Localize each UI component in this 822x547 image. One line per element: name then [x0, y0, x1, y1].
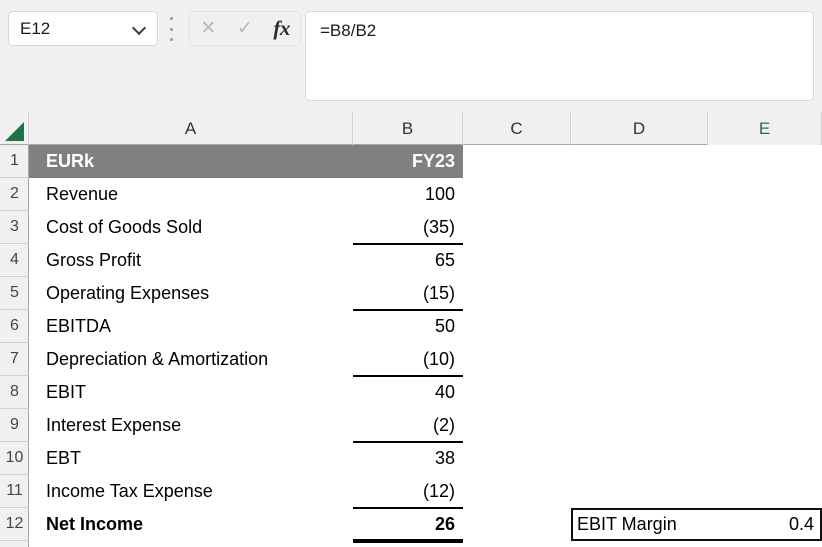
row-header-5[interactable]: 5: [0, 277, 29, 310]
cell-b7[interactable]: (10): [422, 349, 455, 369]
chevron-down-icon[interactable]: [133, 22, 146, 35]
row-header-column: 1 2 3 4 5 6 7 8 9 10 11 12: [0, 145, 29, 547]
cell-b2[interactable]: 100: [424, 184, 455, 204]
cell-a8[interactable]: EBIT: [46, 382, 87, 402]
row-header-6[interactable]: 6: [0, 310, 29, 343]
row-header-8[interactable]: 8: [0, 376, 29, 409]
subtotal-rule-row-12: [353, 539, 463, 543]
cell-a10[interactable]: EBT: [46, 448, 82, 468]
column-header-d[interactable]: D: [571, 112, 708, 145]
fx-icon[interactable]: fx: [273, 16, 290, 40]
cell-b6[interactable]: 50: [434, 316, 455, 336]
cell-a6[interactable]: EBITDA: [46, 316, 112, 336]
column-header-c[interactable]: C: [463, 112, 571, 145]
row-header-11[interactable]: 11: [0, 475, 29, 508]
cell-a11[interactable]: Income Tax Expense: [46, 481, 213, 501]
column-header-a[interactable]: A: [29, 112, 353, 145]
cell-a3[interactable]: Cost of Goods Sold: [46, 217, 203, 237]
banner-row-background: [29, 145, 463, 178]
cell-a12[interactable]: Net Income: [46, 514, 144, 534]
cell-a2[interactable]: Revenue: [46, 184, 119, 204]
cell-b12[interactable]: 26: [434, 514, 455, 534]
cell-a1[interactable]: EURk: [46, 151, 95, 171]
row-header-1[interactable]: 1: [0, 145, 29, 178]
cell-b4[interactable]: 65: [434, 250, 455, 270]
cell-a5[interactable]: Operating Expenses: [46, 283, 210, 303]
select-all-triangle-icon: [5, 122, 24, 141]
select-all-button[interactable]: [0, 112, 29, 145]
check-icon[interactable]: ✓: [237, 18, 253, 39]
formula-bar-grip-icon[interactable]: [168, 17, 174, 41]
cell-b11[interactable]: (12): [422, 481, 455, 501]
cell-b1[interactable]: FY23: [411, 151, 455, 171]
row-header-12[interactable]: 12: [0, 508, 29, 541]
formula-input[interactable]: =B8/B2: [305, 11, 814, 101]
cell-e12-ebit-margin-value[interactable]: 0.4: [788, 514, 814, 534]
name-box[interactable]: E12: [8, 11, 158, 46]
close-icon[interactable]: ✕: [200, 18, 217, 39]
subtotal-rule-row-3: [353, 243, 463, 245]
cell-a9[interactable]: Interest Expense: [46, 415, 182, 435]
row-header-9[interactable]: 9: [0, 409, 29, 442]
name-box-value: E12: [20, 19, 51, 38]
formula-bar-area: E12 ✕ ✓ fx =B8/B2: [0, 0, 822, 112]
cell-a7[interactable]: Depreciation & Amortization: [46, 349, 269, 369]
column-header-e[interactable]: E: [708, 112, 822, 145]
cell-b9[interactable]: (2): [433, 415, 455, 435]
row-header-10[interactable]: 10: [0, 442, 29, 475]
formula-action-buttons: ✕ ✓ fx: [189, 11, 301, 46]
subtotal-rule-row-5: [353, 309, 463, 311]
row-header-3[interactable]: 3: [0, 211, 29, 244]
cell-area[interactable]: EURk FY23 Revenue 100 Cost of Goods Sold (35)…: [29, 145, 822, 547]
cell-b5[interactable]: (15): [422, 283, 455, 303]
row-header-7[interactable]: 7: [0, 343, 29, 376]
subtotal-rule-row-9: [353, 441, 463, 443]
cell-b3[interactable]: (35): [422, 217, 455, 237]
cell-b8[interactable]: 40: [434, 382, 455, 402]
row-header-4[interactable]: 4: [0, 244, 29, 277]
subtotal-rule-row-7: [353, 375, 463, 377]
cell-a4[interactable]: Gross Profit: [46, 250, 142, 270]
cell-d12-ebit-margin-label[interactable]: EBIT Margin: [577, 514, 677, 534]
cell-b10[interactable]: 38: [434, 448, 455, 468]
subtotal-rule-row-11: [353, 507, 463, 509]
row-header-2[interactable]: 2: [0, 178, 29, 211]
column-header-b[interactable]: B: [353, 112, 463, 145]
